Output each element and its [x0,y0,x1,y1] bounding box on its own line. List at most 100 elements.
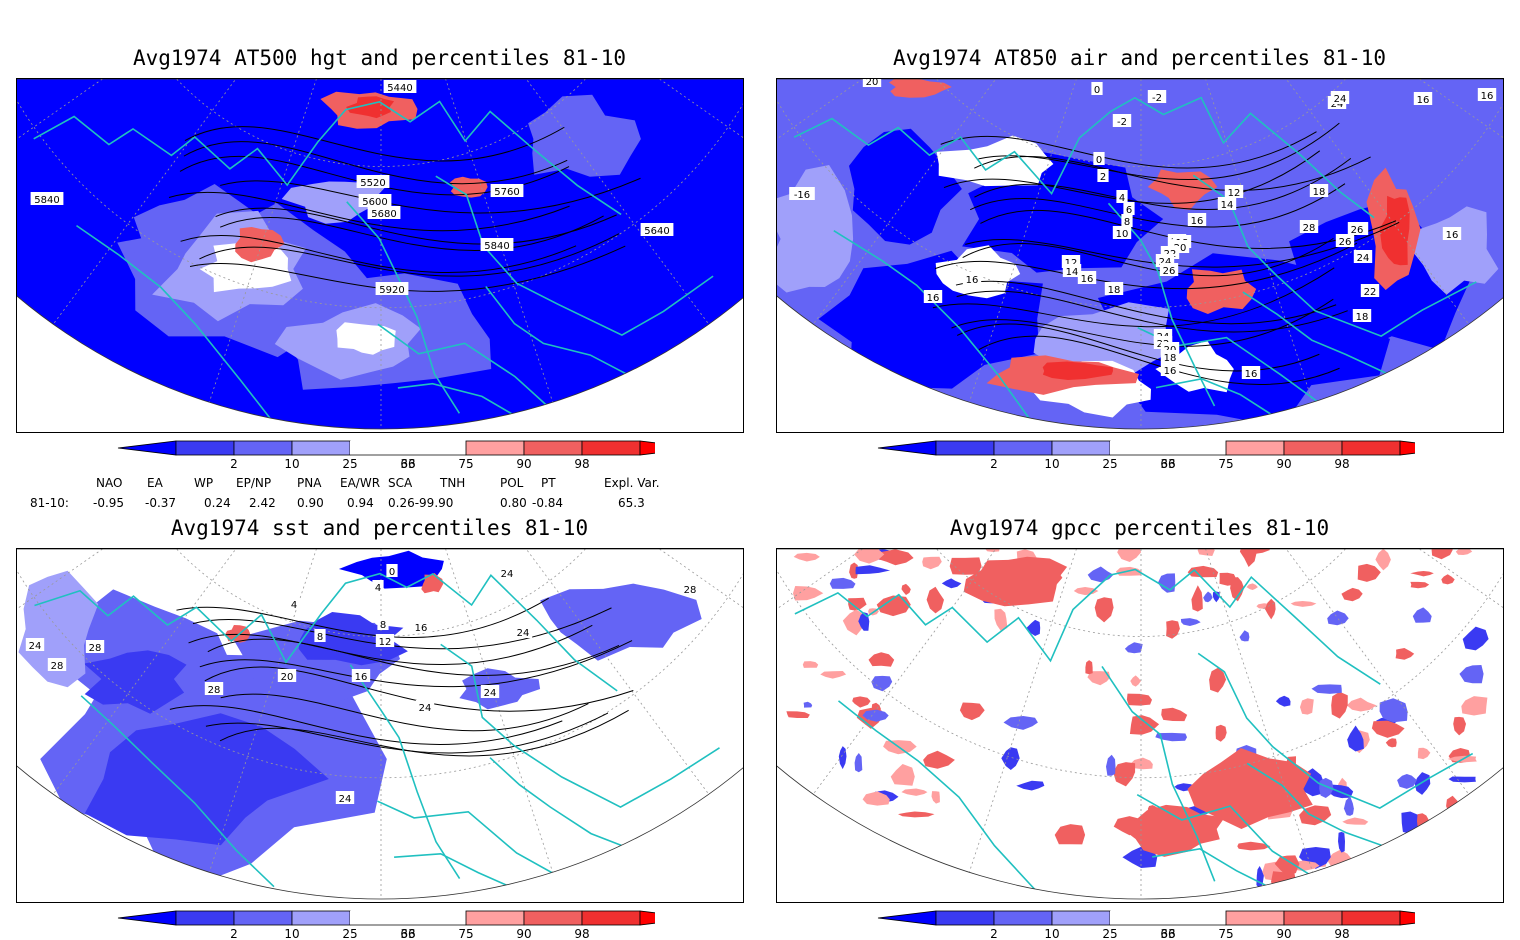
colorbar-tick-label: 10 [284,927,299,940]
colorbar-segment [523,910,583,926]
colorbar-tick-label: 25 [342,457,357,470]
svg-text:-2: -2 [1117,117,1127,128]
index-header-eawr: EA/WR [340,476,381,490]
contour-label: 18 [1352,309,1372,323]
colorbar-segment [1283,910,1343,926]
contour-label: 5840 [30,192,64,206]
index-header-wp: WP [194,476,214,490]
colorbar-tick-label: 75 [1218,457,1233,470]
index-value-sca-tnh: 0.26-99.90 [388,496,454,510]
contour-label: 28 [204,682,224,696]
contour-label: 10 [1112,226,1132,240]
svg-text:20: 20 [866,79,879,88]
colorbar-tick-label: 66 [1160,457,1175,470]
svg-text:5680: 5680 [371,209,396,220]
index-header-nao: NAO [96,476,123,490]
colorbar-arrow-right [1399,910,1415,926]
svg-text:8: 8 [317,632,323,643]
colorbar-segment [1110,441,1168,455]
svg-text:24: 24 [339,794,352,805]
contour-label: 2 [1097,169,1109,183]
colorbar-segment [993,440,1053,456]
contour-label: 20 [862,79,882,88]
svg-text:4: 4 [1119,193,1125,204]
contour-label: 12 [375,634,395,648]
panel-title-air: Avg1974 AT850 air and percentiles 81-10 [892,46,1387,70]
colorbar-tick-label: 66 [400,927,415,940]
contour-label: 5840 [480,238,514,252]
contour-label: 0 [1093,152,1105,166]
contour-label: 16 [1413,92,1433,106]
colorbar-arrow-left [877,910,937,926]
index-header-pol: POL [500,476,524,490]
colorbar-segment [581,440,641,456]
contour-label: 6 [1123,202,1135,216]
colorbar-segment [350,911,408,925]
colorbar-segment [1168,911,1226,925]
colorbar-arrow-left [877,440,937,456]
svg-text:20: 20 [281,672,294,683]
contour-label: 28 [47,658,67,672]
svg-text:4: 4 [291,600,297,611]
contour-label: 5760 [490,184,524,198]
contour-label: 14 [1062,264,1082,278]
svg-text:22: 22 [1364,287,1377,298]
svg-text:-2: -2 [1152,93,1162,104]
contour-label: 0 [1091,82,1103,96]
contour-label: 5600 [358,194,392,208]
map-air-canvas: 200-2-202468101214161818-161612141618202… [777,79,1503,430]
svg-text:14: 14 [1066,267,1079,278]
colorbar-segment [1225,440,1285,456]
svg-text:18: 18 [1164,353,1177,364]
contour-label: 16 [1442,227,1462,241]
svg-text:24: 24 [29,641,42,652]
colorbar-segment [175,440,235,456]
colorbar-arrow-right [1399,440,1415,456]
svg-text:10: 10 [1116,229,1129,240]
panel-title-hgt: Avg1974 AT500 hgt and percentiles 81-10 [132,46,627,70]
svg-text:28: 28 [51,661,64,672]
colorbar-segment [935,910,995,926]
contour-label: 24 [415,700,435,714]
svg-text:24: 24 [1331,99,1344,110]
svg-text:20: 20 [1174,243,1187,254]
colorbar-segment [1341,440,1401,456]
colorbar-tick-label: 98 [1334,927,1349,940]
svg-text:28: 28 [1303,223,1316,234]
svg-text:24: 24 [1159,257,1172,268]
colorbar-tick-label: 10 [1044,457,1059,470]
index-value-epnp: 2.42 [249,496,276,510]
map-hgt: 5440 5840 5520 5600 5680 5760 5840 5640 5920 [16,78,744,433]
colorbar-tick-label: 66 [1160,927,1175,940]
contour-label: 5640 [640,223,674,237]
svg-text:6: 6 [1126,205,1132,216]
svg-text:16: 16 [415,623,428,634]
svg-text:24: 24 [1334,94,1347,105]
svg-text:5520: 5520 [360,178,385,189]
map-gpcc-canvas [777,549,1503,900]
colorbar-tick-label: 90 [516,457,531,470]
svg-text:18: 18 [1108,285,1121,296]
svg-text:28: 28 [89,643,102,654]
colorbar-tick-label: 90 [516,927,531,940]
svg-text:16: 16 [927,293,940,304]
svg-text:16: 16 [1481,91,1494,102]
colorbar-tick-label: 75 [458,927,473,940]
colorbar-tick-label: 90 [1276,457,1291,470]
contour-label: 18 [1160,350,1180,364]
contour-label: 0 [386,564,398,578]
colorbar-segment [935,440,995,456]
contour-label: 24 [513,625,533,639]
colorbar-segment [1168,441,1226,455]
svg-text:16: 16 [966,275,979,286]
svg-text:18: 18 [1313,187,1326,198]
svg-text:18: 18 [1356,312,1369,323]
colorbar-tick-label: 98 [574,927,589,940]
svg-text:26: 26 [1339,237,1352,248]
contour-label: 28 [1299,220,1319,234]
colorbar-segment [581,910,641,926]
contour-label: 5440 [383,80,417,94]
colorbar-tick-label: 98 [1334,457,1349,470]
svg-text:26: 26 [1351,225,1364,236]
